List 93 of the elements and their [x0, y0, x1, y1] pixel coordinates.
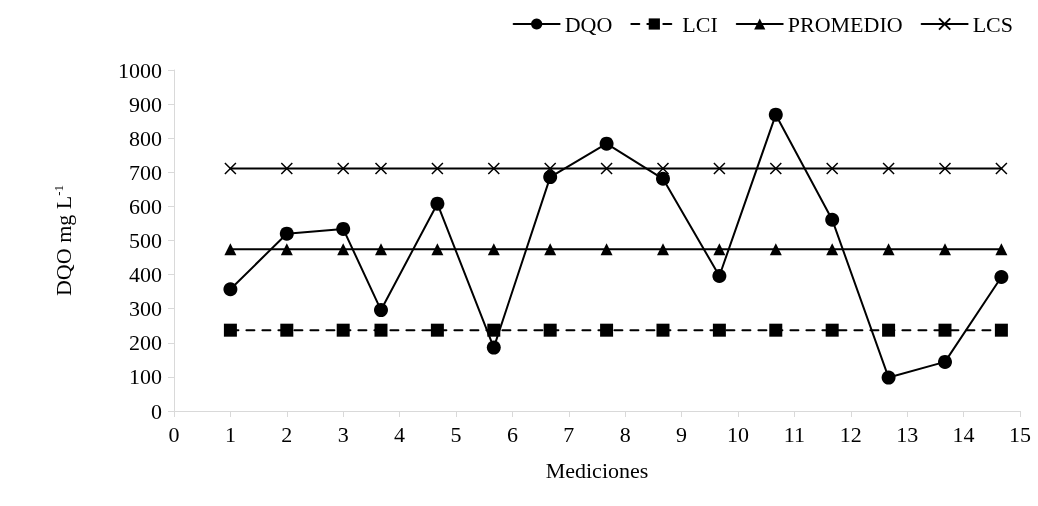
- x-tick-label: 8: [619, 421, 631, 447]
- point: [881, 370, 896, 385]
- point: [656, 243, 669, 256]
- point: [543, 170, 558, 185]
- point: [938, 354, 952, 369]
- point: [487, 243, 500, 256]
- point: [994, 269, 1009, 284]
- point: [486, 340, 501, 355]
- point: [712, 323, 726, 337]
- point: [280, 323, 294, 337]
- point: [279, 226, 294, 241]
- y-tick-label: 300: [129, 296, 162, 322]
- point: [430, 196, 445, 211]
- y-tick-label: 0: [151, 398, 162, 424]
- y-tick-label: 800: [129, 125, 162, 151]
- point: [882, 243, 895, 256]
- point: [938, 323, 952, 337]
- y-tick-label: 700: [129, 159, 162, 185]
- point: [713, 162, 726, 175]
- legend-label: PROMEDIO: [787, 11, 903, 37]
- point: [712, 268, 727, 283]
- point: [431, 243, 444, 256]
- y-tick-label: 1000: [118, 57, 162, 83]
- point: [543, 162, 557, 175]
- x-tick-label: 11: [783, 421, 805, 447]
- x-tick-label: 10: [727, 421, 749, 447]
- point: [600, 243, 613, 256]
- point: [487, 323, 501, 337]
- x-tick-label: 5: [450, 421, 462, 447]
- legend-label: DQO: [564, 11, 613, 37]
- y-tick-label: 400: [129, 262, 162, 288]
- x-tick-label: 6: [506, 421, 518, 447]
- point: [280, 162, 294, 175]
- point: [768, 107, 783, 122]
- point: [938, 162, 952, 175]
- legend-label: LCS: [972, 11, 1014, 37]
- point: [882, 323, 896, 337]
- point: [374, 162, 388, 175]
- point: [656, 162, 670, 175]
- y-axis-title: DQO mg L-1: [50, 184, 76, 297]
- point: [337, 243, 350, 256]
- x-tick-label: 9: [676, 421, 688, 447]
- x-tick-label: 2: [281, 421, 293, 447]
- x-tick-label: 0: [168, 421, 180, 447]
- legend-label: LCI: [682, 11, 718, 37]
- point: [544, 243, 557, 256]
- point: [826, 243, 839, 256]
- point: [223, 282, 238, 297]
- point: [374, 243, 387, 256]
- point: [825, 162, 839, 175]
- x-axis-title: Mediciones: [545, 457, 649, 483]
- point: [995, 243, 1008, 256]
- point: [336, 221, 351, 236]
- y-tick-label: 600: [129, 193, 162, 219]
- x-tick-label: 13: [896, 421, 919, 447]
- point: [374, 323, 388, 337]
- x-tick-label: 1: [224, 421, 236, 447]
- x-tick-label: 3: [337, 421, 349, 447]
- x-tick-label: 12: [839, 421, 862, 447]
- point: [336, 323, 350, 337]
- point: [995, 162, 1008, 175]
- y-tick-label: 100: [129, 364, 162, 390]
- point: [882, 162, 895, 175]
- y-tick-label: 900: [129, 91, 162, 117]
- point: [769, 243, 782, 256]
- x-tick-label: 14: [952, 421, 975, 447]
- point: [223, 323, 237, 337]
- point: [543, 323, 557, 337]
- point: [994, 323, 1008, 337]
- point: [600, 162, 613, 175]
- point: [769, 323, 783, 337]
- x-tick-label: 7: [563, 421, 575, 447]
- point: [224, 243, 237, 256]
- x-tick-label: 4: [394, 421, 406, 447]
- point: [825, 212, 840, 227]
- y-tick-label: 200: [129, 330, 162, 356]
- point: [431, 162, 444, 175]
- point: [374, 303, 388, 318]
- point: [713, 243, 726, 256]
- point: [656, 171, 670, 186]
- point: [224, 162, 237, 175]
- x-tick-label: 15: [1009, 421, 1031, 447]
- point: [336, 162, 350, 175]
- point: [430, 323, 444, 337]
- point: [599, 136, 614, 151]
- point: [487, 162, 501, 175]
- point: [938, 243, 951, 256]
- point: [600, 323, 614, 337]
- point: [280, 243, 293, 256]
- point: [656, 323, 670, 337]
- y-tick-label: 500: [129, 228, 162, 253]
- point: [825, 323, 839, 337]
- point: [769, 162, 783, 175]
